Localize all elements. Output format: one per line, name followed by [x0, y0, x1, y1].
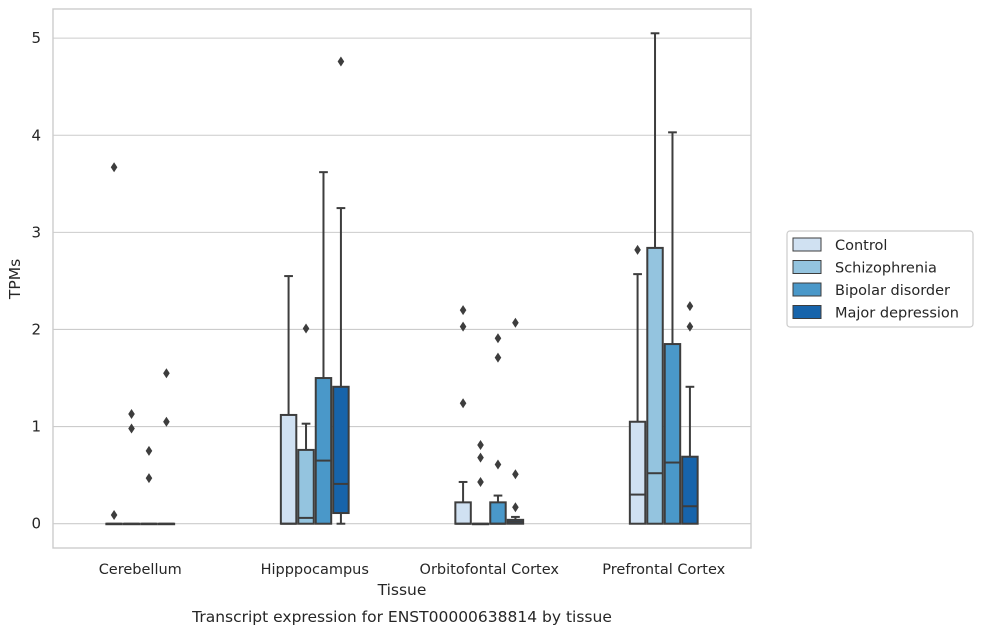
outlier-point	[512, 317, 519, 328]
x-tick-label: Orbitofontal Cortex	[420, 562, 560, 578]
outlier-point	[494, 333, 502, 344]
outlier-point	[337, 56, 345, 67]
x-tick-label: Cerebellum	[99, 562, 182, 578]
box	[279, 413, 298, 525]
legend-swatch	[792, 282, 822, 297]
outlier-point	[477, 476, 484, 487]
outlier-point	[686, 301, 694, 312]
y-axis-label: TPMs	[6, 259, 24, 300]
box	[314, 377, 333, 525]
box	[663, 343, 682, 525]
y-tick-label: 0	[31, 515, 41, 533]
chart-title: Transcript expression for ENST0000063881…	[191, 608, 612, 626]
y-tick-label: 4	[31, 126, 41, 144]
box	[681, 455, 699, 525]
outlier-point	[459, 398, 467, 409]
outlier-point	[459, 305, 467, 316]
outlier-point	[163, 416, 170, 427]
outlier-point	[494, 352, 502, 363]
outlier-point	[634, 244, 641, 255]
box	[454, 501, 472, 525]
outlier-point	[163, 368, 170, 379]
legend-swatch	[792, 260, 822, 274]
box	[646, 246, 664, 525]
outlier-point	[110, 162, 118, 173]
outlier-point	[110, 509, 118, 520]
outlier-point	[477, 440, 484, 451]
y-tick-label: 5	[31, 29, 41, 47]
outlier-point	[145, 445, 153, 456]
x-tick-label: Prefrontal Cortex	[602, 562, 725, 578]
outlier-point	[302, 323, 310, 334]
outlier-point	[512, 469, 519, 480]
y-tick-label: 2	[31, 320, 41, 338]
outlier-point	[512, 502, 519, 513]
outlier-point	[477, 452, 484, 463]
y-tick-label: 1	[31, 418, 41, 436]
legend-label: Schizophrenia	[835, 261, 937, 277]
outlier-point	[459, 321, 467, 332]
x-tick-label: Hipppocampus	[261, 562, 369, 578]
legend-label: Control	[835, 238, 887, 254]
legend-swatch	[792, 237, 822, 252]
outlier-point	[128, 423, 135, 434]
plot-frame	[52, 8, 752, 549]
outlier-point	[686, 321, 694, 332]
legend-label: Major depression	[835, 306, 959, 322]
box	[489, 501, 507, 525]
x-axis-label: Tissue	[377, 581, 427, 599]
outlier-point	[145, 473, 153, 484]
legend-swatch	[792, 305, 822, 319]
box	[297, 448, 315, 525]
box	[628, 420, 647, 525]
outlier-point	[128, 408, 135, 419]
box	[332, 385, 350, 515]
outlier-point	[494, 459, 502, 470]
y-tick-label: 3	[31, 223, 41, 241]
legend-box	[786, 230, 974, 328]
legend-label: Bipolar disorder	[835, 283, 950, 299]
